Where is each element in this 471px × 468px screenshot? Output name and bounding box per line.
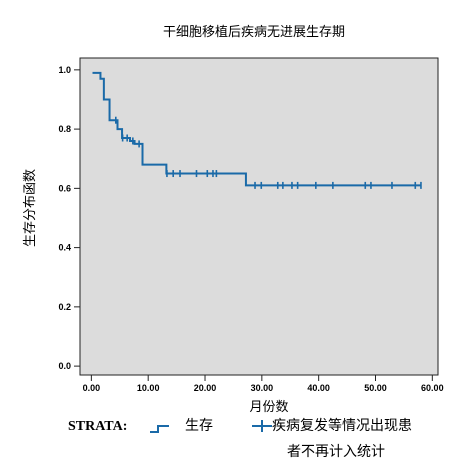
legend-censor-icon xyxy=(252,420,272,432)
y-tick-label: 0.4 xyxy=(58,243,71,253)
legend-entry-censored-1: 疾病复发等情况出现患 xyxy=(272,417,412,434)
x-tick-label: 40.00 xyxy=(307,383,330,393)
y-tick-label: 0.6 xyxy=(58,183,71,193)
y-tick-label: 0.8 xyxy=(58,124,71,134)
legend-step-icon xyxy=(150,425,169,433)
x-tick-label: 50.00 xyxy=(364,383,387,393)
x-tick-label: 20.00 xyxy=(194,383,217,393)
y-tick-label: 0.0 xyxy=(58,361,71,371)
plot-area xyxy=(79,57,439,376)
y-tick-label: 0.2 xyxy=(58,302,71,312)
x-axis-label: 月份数 xyxy=(249,400,288,415)
chart-title: 干细胞移植后疾病无进展生存期 xyxy=(163,25,345,40)
legend-strata-label: STRATA: xyxy=(68,419,127,434)
y-tick-label: 1.0 xyxy=(58,65,71,75)
censor-marks xyxy=(115,116,422,189)
x-tick-label: 60.00 xyxy=(421,383,444,393)
y-axis: 0.0 0.2 0.4 0.6 0.8 1.0 xyxy=(58,65,80,371)
x-tick-label: 10.00 xyxy=(137,383,160,393)
y-axis-label: 生存分布函数 xyxy=(23,169,38,247)
x-tick-label: 0.00 xyxy=(83,383,101,393)
legend-entry-survival: 生存 xyxy=(185,418,213,434)
survival-step-line xyxy=(92,71,421,187)
x-tick-label: 30.00 xyxy=(251,383,274,393)
x-axis: 0.00 10.00 20.00 30.00 40.00 50.00 60.00 xyxy=(83,375,444,393)
legend-entry-censored-2: 者不再计入统计 xyxy=(287,444,385,460)
